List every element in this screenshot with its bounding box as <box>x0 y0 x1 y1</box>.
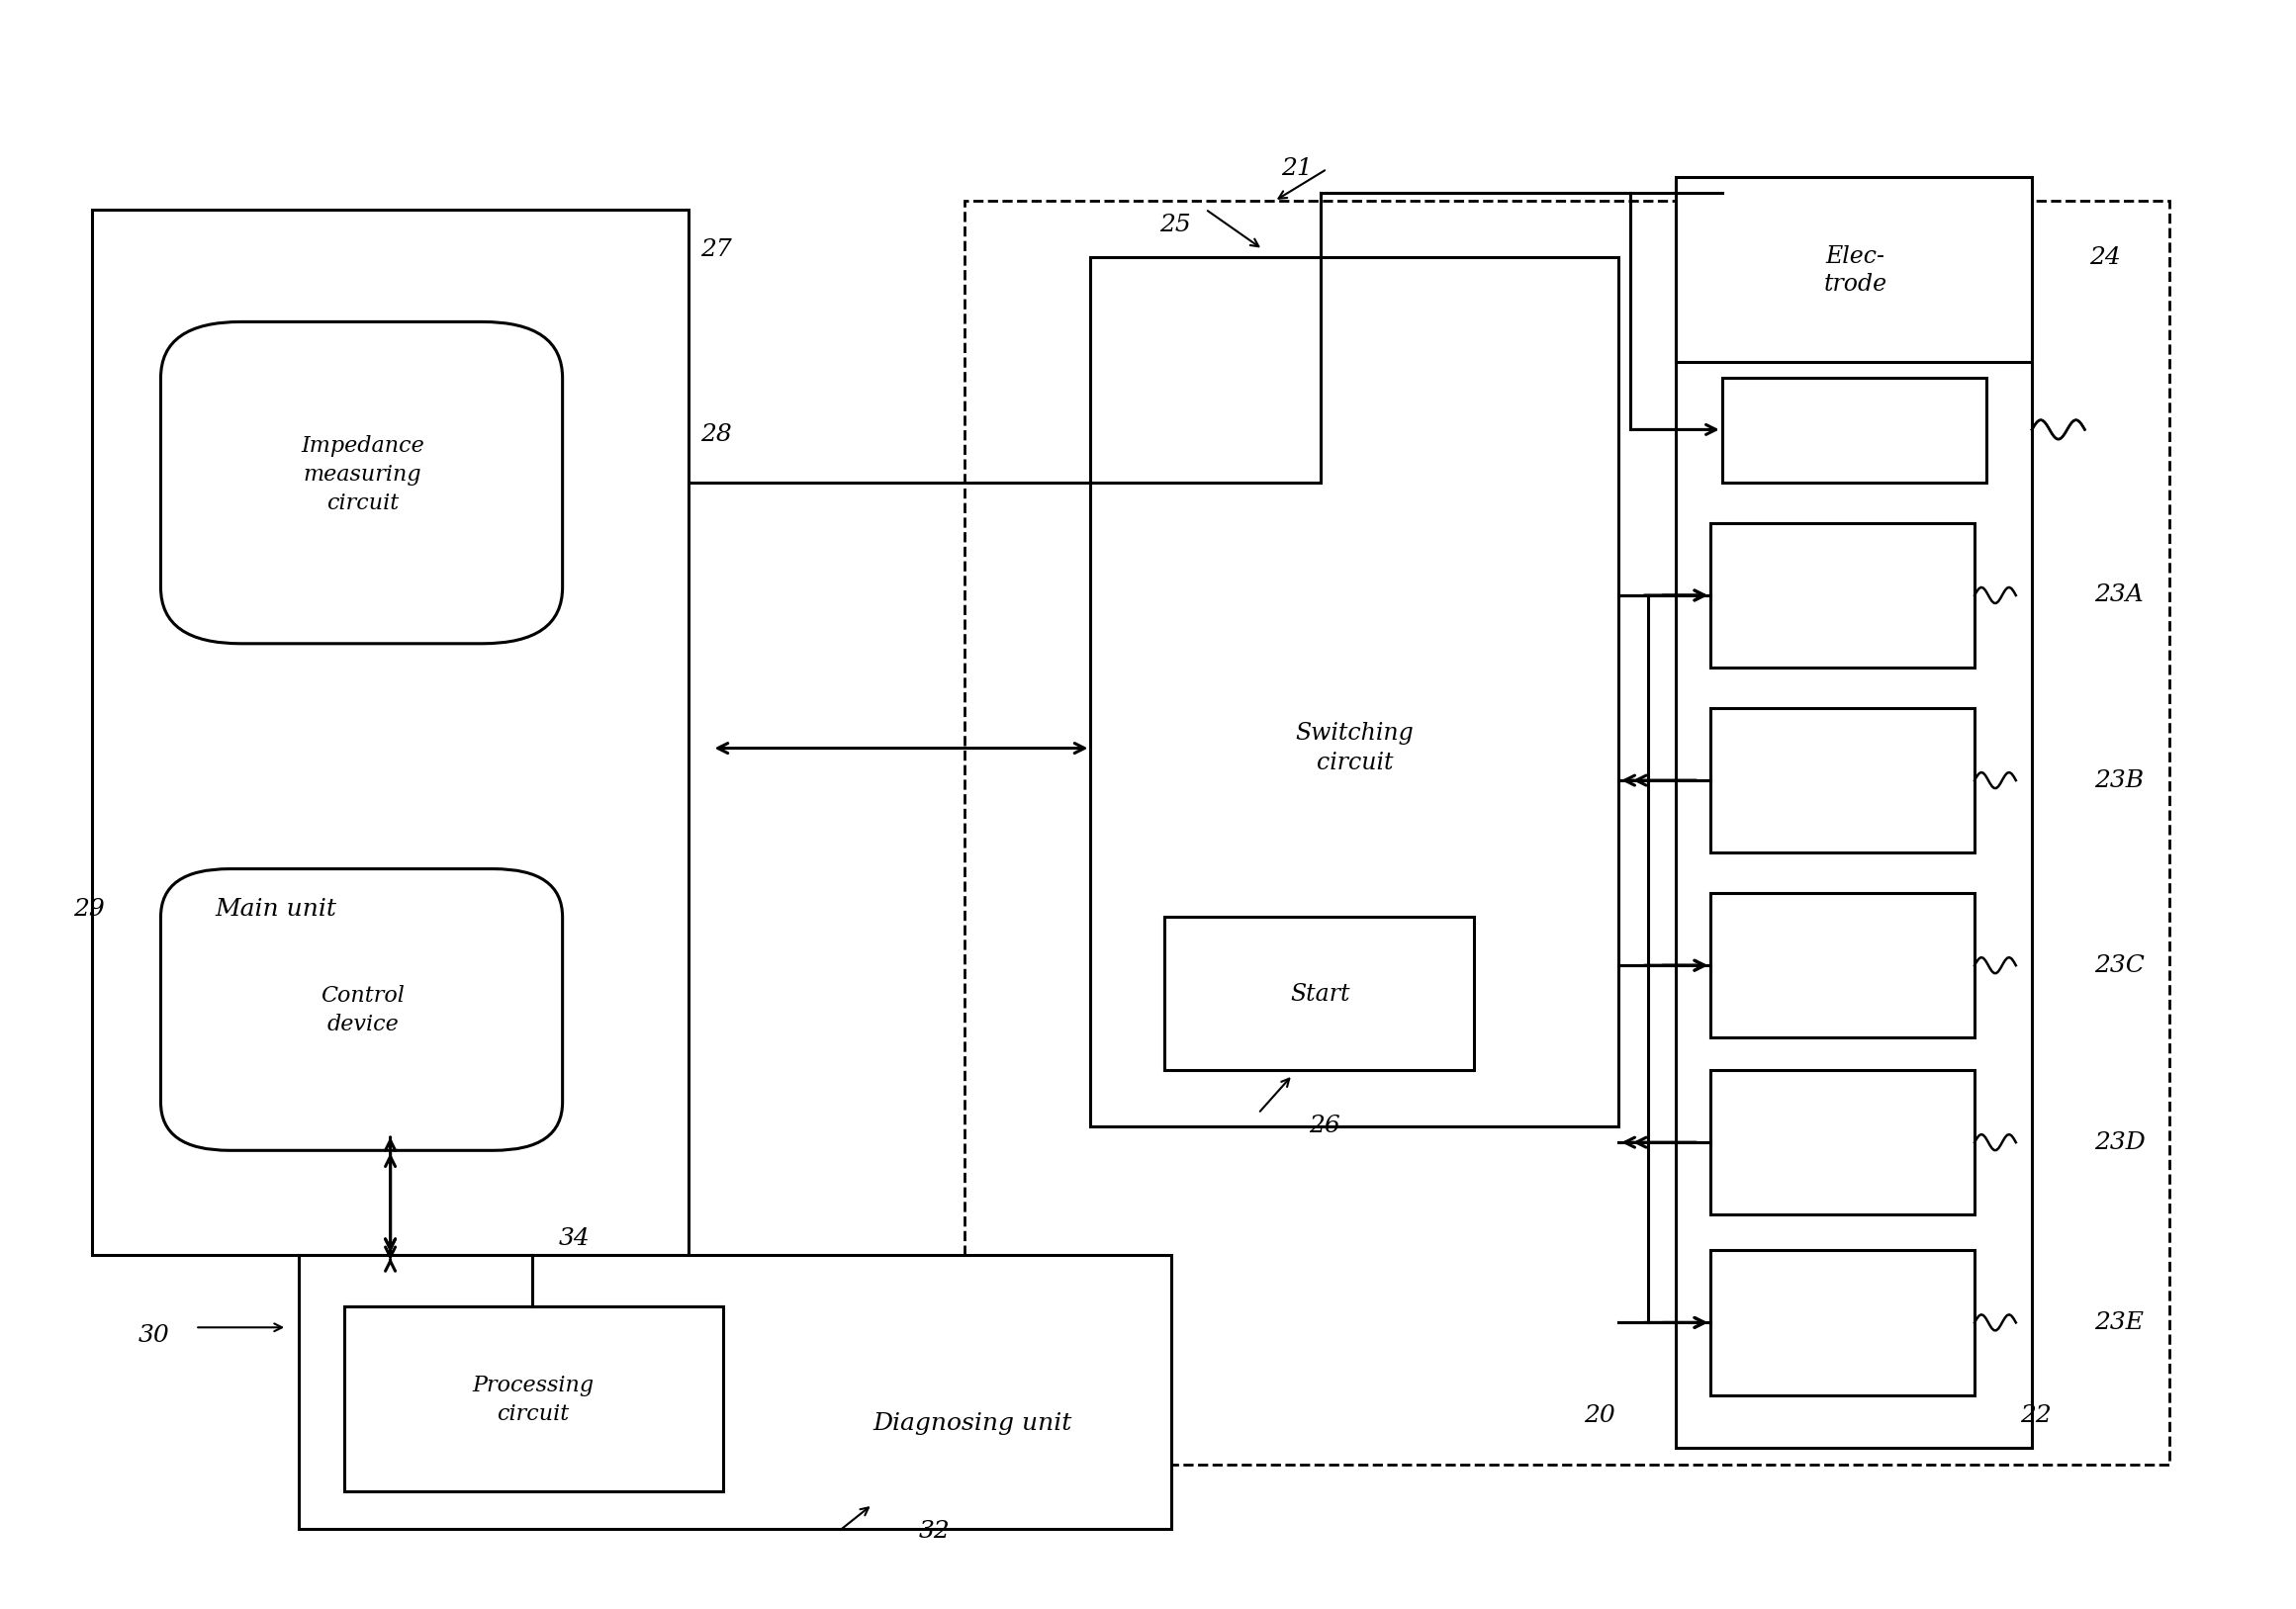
FancyBboxPatch shape <box>1676 185 2032 1448</box>
Text: 20: 20 <box>1584 1405 1616 1427</box>
Text: 23C: 23C <box>2094 954 2144 977</box>
Text: 24: 24 <box>2089 246 2122 269</box>
FancyBboxPatch shape <box>92 209 689 1255</box>
Text: 22: 22 <box>2020 1405 2053 1427</box>
Text: 21: 21 <box>1281 158 1313 180</box>
Text: Impedance
measuring
circuit: Impedance measuring circuit <box>301 436 425 513</box>
FancyBboxPatch shape <box>161 869 563 1150</box>
Text: 30: 30 <box>138 1324 170 1347</box>
Text: 26: 26 <box>1309 1115 1341 1138</box>
Text: Processing
circuit: Processing circuit <box>471 1374 595 1426</box>
Text: 23D: 23D <box>2094 1131 2144 1154</box>
Text: Main unit: Main unit <box>216 898 335 920</box>
FancyBboxPatch shape <box>344 1307 723 1492</box>
FancyBboxPatch shape <box>1711 1250 1975 1395</box>
Text: 23B: 23B <box>2094 769 2144 792</box>
Text: 32: 32 <box>918 1521 951 1543</box>
Text: Control
device: Control device <box>321 985 404 1036</box>
Text: 28: 28 <box>700 423 732 446</box>
Text: Switching
circuit: Switching circuit <box>1295 722 1414 774</box>
FancyBboxPatch shape <box>1711 708 1975 853</box>
FancyBboxPatch shape <box>1091 257 1619 1126</box>
FancyBboxPatch shape <box>161 322 563 644</box>
Text: Elec-
trode: Elec- trode <box>1823 245 1887 296</box>
Text: Start: Start <box>1290 983 1350 1006</box>
Text: 29: 29 <box>73 898 106 920</box>
Text: 25: 25 <box>1159 214 1192 237</box>
FancyBboxPatch shape <box>1164 917 1474 1070</box>
Text: 27: 27 <box>700 238 732 261</box>
Text: 23E: 23E <box>2094 1311 2144 1334</box>
FancyBboxPatch shape <box>1676 177 2032 362</box>
FancyBboxPatch shape <box>1711 523 1975 668</box>
Text: 23A: 23A <box>2094 584 2142 607</box>
FancyBboxPatch shape <box>1711 1070 1975 1215</box>
FancyBboxPatch shape <box>298 1255 1171 1529</box>
Text: Diagnosing unit: Diagnosing unit <box>872 1413 1072 1435</box>
Text: 34: 34 <box>558 1228 590 1250</box>
FancyBboxPatch shape <box>1711 893 1975 1038</box>
FancyBboxPatch shape <box>1722 378 1986 483</box>
